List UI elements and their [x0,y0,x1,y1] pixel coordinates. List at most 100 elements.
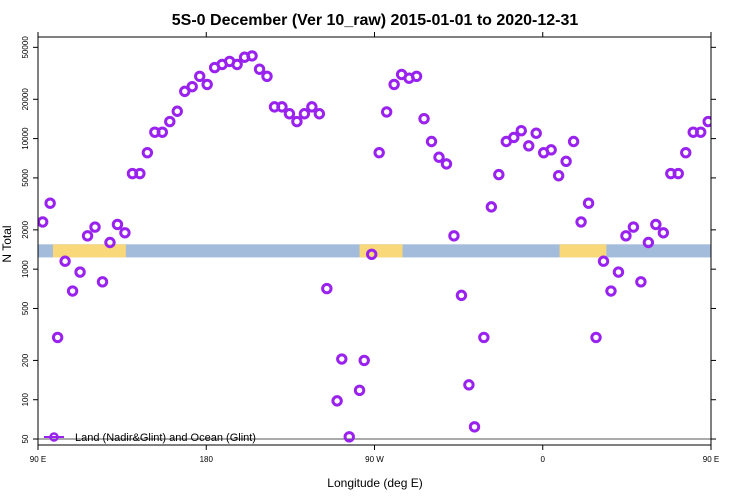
data-point [261,70,273,83]
data-point [246,50,258,62]
data-point [433,151,445,163]
data-point [575,216,587,228]
data-points [38,50,711,443]
chart-title: 5S-0 December (Ver 10_raw) 2015-01-01 to… [172,12,579,29]
data-point [680,146,692,159]
data-point [336,353,348,365]
data-point [463,379,475,391]
y-tick-label: 50000 [21,36,30,59]
data-point [59,255,71,267]
data-point [552,169,565,182]
data-point [612,266,625,278]
x-tick-label: 90 W [365,455,384,464]
land-segment [559,244,607,258]
data-point [38,216,49,228]
data-point [358,354,370,367]
data-point [508,131,520,144]
data-point [642,236,655,249]
data-point [582,197,595,209]
data-point [194,70,206,83]
data-point [171,105,183,117]
data-point [253,63,266,75]
x-axis-label: Longitude (deg E) [327,476,422,490]
y-tick-label: 5000 [21,168,30,186]
legend: Land (Nadir&Glint) and Ocean (Glint) [44,432,256,444]
y-tick-label: 50 [21,434,30,443]
data-point [66,285,79,297]
y-tick-label: 200 [21,353,30,367]
data-point [545,144,557,156]
data-point [353,384,366,397]
legend-marker-icon [49,432,59,442]
data-point [186,80,198,93]
data-point [156,126,169,138]
data-point [276,101,288,113]
data-point [418,113,430,125]
data-point [590,331,602,344]
plot-frame [37,36,712,446]
x-tick-label: 0 [541,455,546,464]
data-point [51,331,64,344]
y-tick-label: 10000 [21,127,30,150]
data-point [111,218,124,231]
data-point [298,108,311,120]
y-tick-label: 100 [21,393,30,407]
data-point [119,227,131,239]
data-point [657,227,670,239]
data-point [343,431,355,443]
data-point [283,108,296,120]
data-point [620,230,632,242]
axes: 90 E 180 90 W 0 90 E 50 100 200 500 1000 2000 5000 1… [21,32,719,464]
data-point [365,248,378,260]
data-point [485,201,498,213]
data-point [331,395,343,407]
y-tick-label: 2000 [21,220,30,238]
data-point [530,127,542,139]
data-point [164,115,176,128]
data-point [231,58,243,71]
data-point [201,78,213,91]
data-point [478,331,490,344]
data-point [448,230,460,242]
data-point [373,146,385,159]
data-point [635,276,647,288]
data-point [567,135,580,148]
y-tick-label: 500 [21,301,30,315]
y-tick-label: 1000 [21,260,30,278]
data-point [44,197,56,209]
data-point [627,221,640,233]
data-point [388,78,400,91]
data-point [306,101,318,113]
data-point [291,115,303,128]
data-point [597,255,610,267]
land-segment [359,244,403,258]
data-point [672,167,684,180]
data-point [179,85,191,98]
data-point [605,285,617,297]
data-point [455,289,468,302]
data-point [515,124,527,137]
data-point [425,135,438,148]
x-tick-label: 90 E [703,455,719,464]
legend-label: Land (Nadir&Glint) and Ocean (Glint) [75,432,256,444]
data-point [440,158,453,170]
land-ocean-band [38,244,711,258]
y-tick-label: 20000 [21,88,30,111]
data-point [410,70,423,83]
y-axis-label: N Total [0,225,14,262]
data-point [81,230,94,242]
data-point [74,266,86,278]
x-tick-label: 90 E [30,455,46,464]
data-point [104,236,116,249]
data-point [560,155,572,168]
data-point [313,108,326,120]
data-point [141,146,154,159]
data-point [380,106,393,118]
data-point [523,140,535,152]
data-point [321,282,333,295]
data-point [134,167,146,180]
x-tick-label: 180 [200,455,214,464]
data-point [493,168,505,181]
data-point [89,221,101,233]
